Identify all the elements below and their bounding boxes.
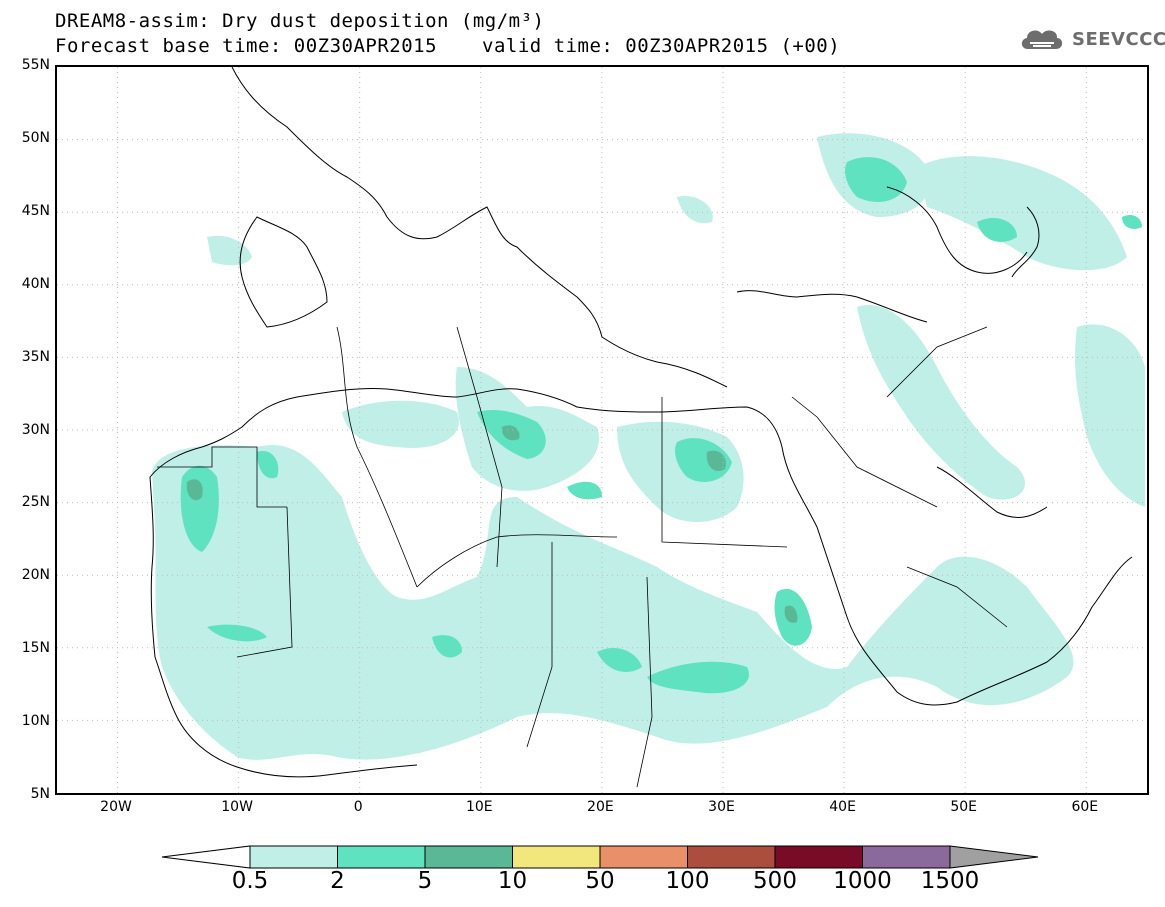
map-title: DREAM8-assim: Dry dust deposition (mg/m³… (55, 10, 545, 32)
colorbar-over-triangle (949, 845, 1039, 869)
seevccc-logo: SEEVCCC (1018, 25, 1165, 53)
colorbar-under-triangle (161, 845, 251, 869)
lat-label: 55N (21, 57, 50, 73)
coastlines (149, 67, 1133, 778)
lat-label: 15N (21, 640, 50, 657)
lon-label: 20W (100, 799, 132, 815)
forecast-times: Forecast base time: 00Z30APR2015 valid ti… (55, 35, 840, 57)
map-frame (55, 65, 1149, 795)
colorbar-label: 1500 (920, 868, 980, 894)
lon-label: 10W (221, 799, 253, 815)
base-time: Forecast base time: 00Z30APR2015 (55, 35, 438, 57)
colorbar-cell (512, 845, 601, 869)
colorbar-cell (249, 845, 338, 869)
colorbar-label: 50 (585, 868, 615, 894)
logo-text: SEEVCCC (1072, 28, 1165, 50)
map-plot (57, 67, 1147, 793)
lon-label: 30E (708, 799, 735, 815)
graticule (57, 67, 1147, 793)
lat-label: 50N (21, 129, 50, 146)
lon-label: 0 (353, 799, 363, 815)
lat-label: 45N (21, 202, 50, 219)
valid-time: valid time: 00Z30APR2015 (+00) (482, 35, 841, 57)
dust-field-medium (180, 157, 1142, 694)
colorbar-label: 100 (665, 868, 710, 894)
lat-label: 30N (21, 421, 50, 438)
colorbar-cell (599, 845, 688, 869)
colorbar-cell (687, 845, 776, 869)
dust-field-light (152, 133, 1145, 760)
lat-label: 40N (21, 275, 50, 292)
lat-label: 35N (21, 348, 50, 365)
colorbar-label: 5 (417, 868, 433, 894)
lat-label: 25N (21, 494, 50, 511)
colorbar-label: 0.5 (231, 868, 269, 894)
colorbar-label: 500 (753, 868, 797, 894)
colorbar-cell (424, 845, 513, 869)
country-borders (157, 326, 1008, 788)
lon-label: 60E (1071, 799, 1099, 815)
lat-label: 20N (21, 567, 50, 584)
colorbar-cell (862, 845, 951, 869)
cloud-logo-icon (1021, 30, 1063, 49)
lon-label: 20E (587, 799, 614, 815)
colorbar-cell (337, 845, 426, 869)
colorbar-label: 2 (330, 868, 345, 894)
colorbar-label: 1000 (833, 868, 892, 894)
colorbar (161, 845, 1039, 869)
lat-label: 5N (30, 786, 50, 802)
dust-field-high (186, 425, 798, 623)
lon-label: 40E (829, 799, 856, 815)
lon-label: 10E (465, 799, 493, 815)
lat-label: 10N (21, 713, 50, 730)
colorbar-label: 10 (497, 868, 528, 894)
colorbar-cell (774, 845, 863, 869)
lon-label: 50E (950, 799, 978, 815)
